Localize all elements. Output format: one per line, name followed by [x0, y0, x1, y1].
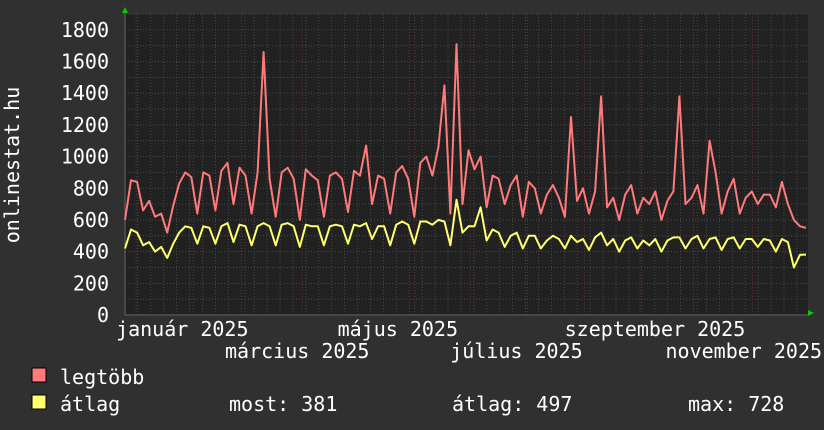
legend-stat-atlag: átlag: 497 — [452, 392, 572, 416]
y-tick-label: 1800 — [61, 18, 109, 42]
legend-stat-most: most: 381 — [229, 392, 337, 416]
legend-stat-max: max: 728 — [688, 392, 784, 416]
x-tick-label: május 2025 — [338, 317, 458, 341]
y-tick-label: 1200 — [61, 113, 109, 137]
y-tick-label: 600 — [73, 208, 109, 232]
x-tick-label: november 2025 — [666, 339, 823, 363]
x-axis-arrow-icon — [808, 310, 814, 316]
x-tick-label: július 2025 — [450, 339, 582, 363]
y-tick-label: 200 — [73, 271, 109, 295]
y-tick-label: 1000 — [61, 145, 109, 169]
legend-label-legtobb: legtöbb — [60, 365, 144, 389]
y-tick-label: 1600 — [61, 50, 109, 74]
series-line-legtobb — [124, 43, 807, 234]
x-tick-label: szeptember 2025 — [565, 317, 746, 341]
y-tick-label: 400 — [73, 240, 109, 264]
y-tick-label: 800 — [73, 176, 109, 200]
y-tick-label: 1400 — [61, 81, 109, 105]
y-tick-label: 0 — [97, 303, 109, 327]
grid — [124, 10, 810, 316]
legend-swatch-legtobb — [31, 367, 47, 383]
x-tick-label: március 2025 — [225, 339, 370, 363]
series-lines — [124, 43, 807, 269]
y-axis-arrow-icon — [122, 7, 128, 13]
x-tick-label: január 2025 — [116, 317, 248, 341]
y-axis-label: onlinestat.hu — [0, 87, 24, 244]
series-line-atlag — [124, 198, 807, 269]
legend: legtöbb átlag most: 381 átlag: 497 max: … — [31, 365, 784, 416]
legend-label-atlag: átlag — [60, 392, 120, 416]
legend-swatch-atlag — [31, 394, 47, 410]
y-axis: 0 200 400 600 800 1000 1200 1400 1600 1800 — [61, 18, 109, 327]
